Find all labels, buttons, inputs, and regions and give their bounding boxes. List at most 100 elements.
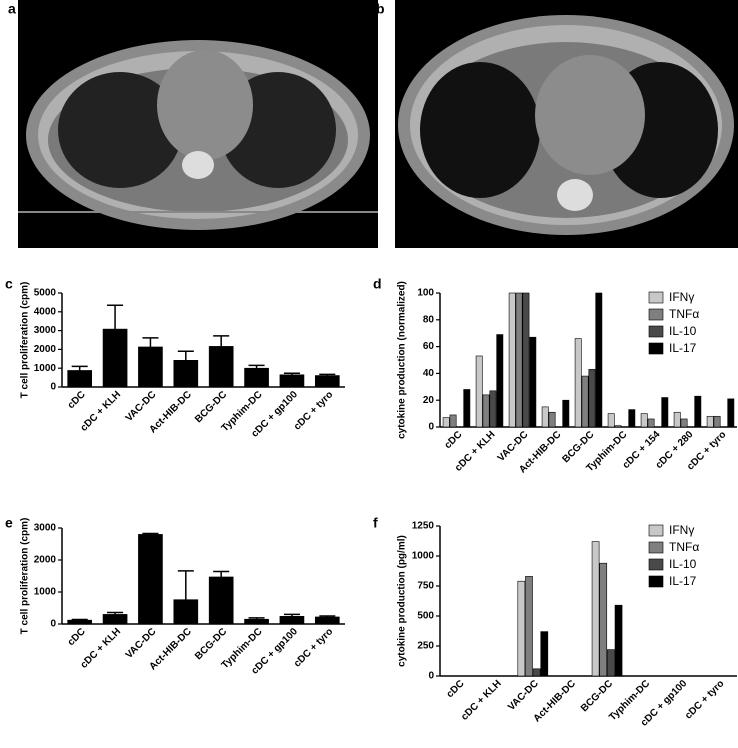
- legend-swatch: [648, 291, 664, 304]
- bar: [614, 604, 623, 677]
- bar: [661, 397, 669, 428]
- bar: [694, 395, 702, 428]
- y-tick-label: 100: [417, 288, 434, 299]
- legend-swatch: [648, 308, 664, 321]
- legend-label: IFNγ: [669, 290, 694, 304]
- bar: [314, 616, 340, 625]
- y-tick-label: 5000: [34, 288, 57, 299]
- x-tick-label: cDC + tyro: [683, 678, 726, 721]
- y-tick-label: 4000: [34, 306, 57, 317]
- bar: [628, 409, 636, 428]
- ct-image-a: [18, 0, 378, 248]
- legend-label: TNFα: [669, 540, 699, 554]
- bar: [680, 418, 688, 428]
- legend-label: IL-10: [669, 557, 697, 571]
- bar: [475, 355, 483, 428]
- bar: [595, 292, 603, 428]
- y-tick-label: 750: [417, 581, 434, 592]
- bar: [67, 619, 93, 625]
- legend-swatch: [648, 558, 664, 571]
- legend-label: IL-10: [669, 324, 697, 338]
- panel-label: d: [373, 276, 382, 292]
- bar: [138, 534, 163, 625]
- bar: [607, 649, 615, 677]
- legend-label: IL-17: [669, 574, 697, 588]
- bar: [496, 334, 504, 428]
- bar: [489, 390, 497, 428]
- bar: [515, 292, 523, 428]
- y-tick-label: 60: [423, 341, 435, 352]
- y-axis-label: T cell proliferation (cpm): [20, 282, 31, 399]
- x-tick-label: BCG-DC: [579, 678, 615, 714]
- bar: [173, 360, 199, 388]
- legend-swatch: [648, 541, 664, 554]
- bar: [314, 375, 340, 388]
- y-tick-label: 80: [423, 314, 435, 325]
- panel-label: a: [8, 1, 16, 17]
- x-tick-label: VAC-DC: [124, 389, 159, 424]
- y-tick-label: 2000: [34, 344, 57, 355]
- panel-label: c: [5, 276, 13, 292]
- x-tick-label: BCG-DC: [193, 389, 229, 425]
- y-tick-label: 20: [423, 395, 435, 406]
- bar: [706, 415, 714, 428]
- bar: [640, 413, 648, 428]
- bar: [279, 616, 305, 625]
- panel-label: e: [5, 515, 13, 531]
- legend-label: IL-17: [669, 341, 697, 355]
- bar: [614, 425, 622, 428]
- bar: [588, 369, 596, 428]
- bar: [482, 394, 490, 428]
- bar: [244, 618, 269, 625]
- x-tick-label: VAC-DC: [506, 678, 541, 713]
- legend-swatch: [648, 325, 664, 338]
- bar: [508, 292, 516, 428]
- y-tick-label: 0: [428, 422, 434, 433]
- bar: [442, 417, 450, 428]
- bar: [591, 541, 600, 677]
- bar: [562, 399, 570, 428]
- bar: [532, 668, 541, 677]
- y-axis-label: T cell proliferation (cpm): [20, 518, 31, 635]
- y-tick-label: 1000: [412, 551, 435, 562]
- bar: [463, 389, 471, 428]
- legend-swatch: [648, 575, 664, 588]
- panel-label: b: [376, 1, 385, 17]
- x-tick-label: cDC + KLH: [459, 678, 504, 723]
- y-tick-label: 0: [50, 382, 56, 393]
- x-tick-label: VAC-DC: [124, 626, 159, 661]
- y-tick-label: 1250: [412, 521, 435, 532]
- legend-label: TNFα: [669, 307, 699, 321]
- x-tick-label: cDC: [443, 429, 465, 451]
- bar: [607, 413, 615, 428]
- y-tick-label: 0: [428, 671, 434, 682]
- bar: [599, 562, 608, 677]
- bar: [102, 328, 128, 388]
- bar: [540, 631, 549, 677]
- legend-label: IFNγ: [669, 523, 694, 537]
- bar: [102, 614, 128, 625]
- bar: [173, 599, 199, 625]
- bar: [208, 576, 234, 625]
- y-tick-label: 500: [417, 611, 434, 622]
- legend-swatch: [648, 342, 664, 355]
- y-tick-label: 250: [417, 641, 434, 652]
- x-tick-label: cDC: [66, 389, 88, 411]
- bar: [529, 336, 537, 428]
- y-tick-label: 3000: [34, 325, 57, 336]
- y-tick-label: 1000: [34, 363, 57, 374]
- bar: [713, 415, 721, 428]
- bar: [581, 375, 589, 428]
- y-tick-label: 0: [50, 619, 56, 630]
- x-tick-label: cDC: [445, 678, 467, 700]
- legend-swatch: [648, 524, 664, 537]
- bar: [673, 411, 681, 428]
- y-tick-label: 3000: [34, 523, 57, 534]
- bar: [541, 406, 549, 428]
- x-tick-label: BCG-DC: [193, 626, 229, 662]
- y-tick-label: 1000: [34, 587, 57, 598]
- y-tick-label: 2000: [34, 555, 57, 566]
- bar: [67, 370, 93, 388]
- y-axis-label: cytokine production (normalized): [397, 281, 408, 439]
